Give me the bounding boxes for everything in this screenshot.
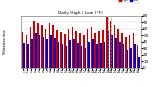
Bar (106, 17, 108, 68)
Bar (134, 44, 136, 68)
Bar (119, 42, 121, 68)
Bar (41, 25, 43, 68)
Bar (131, 48, 132, 68)
Bar (121, 33, 123, 68)
Bar (87, 29, 88, 68)
Bar (138, 57, 140, 68)
Bar (49, 23, 50, 68)
Bar (104, 42, 105, 68)
Bar (123, 44, 124, 68)
Bar (60, 32, 62, 68)
Bar (62, 44, 63, 68)
Bar (95, 33, 96, 68)
Bar (77, 43, 79, 68)
Bar (33, 21, 35, 68)
Bar (96, 44, 98, 68)
Title: Daily High / Low (°F): Daily High / Low (°F) (58, 11, 103, 15)
Bar (64, 34, 65, 68)
Bar (31, 39, 33, 68)
Bar (108, 31, 109, 68)
Bar (29, 27, 31, 68)
Bar (27, 44, 29, 68)
Bar (110, 21, 111, 68)
Bar (45, 29, 46, 68)
Bar (88, 42, 90, 68)
Bar (37, 23, 39, 68)
Bar (115, 38, 117, 68)
Bar (100, 43, 101, 68)
Bar (73, 39, 75, 68)
Bar (81, 46, 82, 68)
Bar (50, 35, 52, 68)
Bar (35, 33, 36, 68)
Bar (117, 29, 119, 68)
Bar (69, 40, 71, 68)
Text: Milwaukee dew: Milwaukee dew (3, 29, 7, 54)
Bar (85, 48, 86, 68)
Bar (136, 45, 138, 68)
Bar (127, 50, 128, 68)
Bar (129, 35, 131, 68)
Bar (111, 35, 113, 68)
Bar (75, 31, 77, 68)
Legend: High, Low: High, Low (118, 0, 139, 3)
Bar (22, 32, 24, 68)
Bar (52, 25, 54, 68)
Bar (92, 39, 94, 68)
Bar (39, 35, 40, 68)
Bar (133, 33, 134, 68)
Bar (24, 43, 25, 68)
Bar (43, 37, 44, 68)
Bar (91, 27, 92, 68)
Bar (125, 37, 127, 68)
Bar (65, 46, 67, 68)
Bar (102, 30, 104, 68)
Bar (46, 39, 48, 68)
Bar (56, 30, 58, 68)
Bar (98, 31, 100, 68)
Bar (72, 27, 73, 68)
Bar (26, 35, 27, 68)
Bar (54, 38, 56, 68)
Bar (79, 33, 81, 68)
Bar (68, 29, 69, 68)
Bar (83, 35, 85, 68)
Bar (114, 25, 115, 68)
Bar (58, 42, 60, 68)
